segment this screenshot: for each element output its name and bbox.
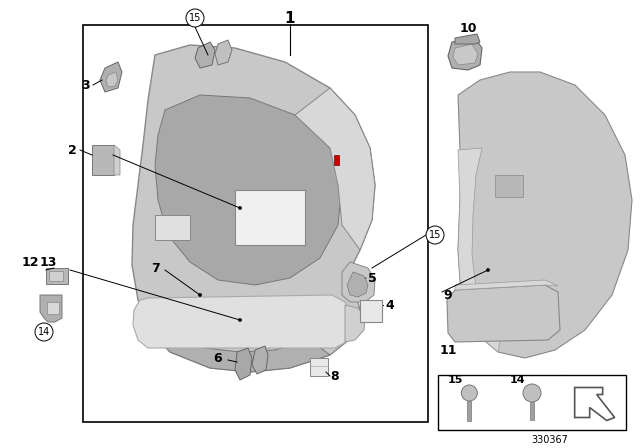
Polygon shape [453, 44, 478, 65]
Text: 10: 10 [460, 22, 477, 34]
Circle shape [461, 385, 477, 401]
Text: 14: 14 [510, 375, 525, 385]
Polygon shape [455, 34, 480, 44]
Text: 14: 14 [38, 327, 50, 337]
Bar [360, 300, 382, 322]
Bar [83, 25, 428, 422]
Polygon shape [345, 305, 365, 342]
Polygon shape [458, 72, 632, 358]
Text: 5: 5 [367, 271, 376, 284]
Circle shape [198, 293, 202, 297]
Polygon shape [252, 346, 268, 374]
Polygon shape [132, 45, 375, 372]
Text: 1: 1 [285, 10, 295, 26]
Bar [235, 190, 305, 245]
Polygon shape [235, 348, 252, 380]
Polygon shape [100, 62, 122, 92]
Text: 330367: 330367 [532, 435, 568, 445]
Text: 12: 12 [21, 255, 39, 268]
Polygon shape [195, 42, 215, 68]
Bar [334, 155, 339, 165]
Bar [495, 175, 523, 197]
Text: 2: 2 [68, 143, 76, 156]
Text: 4: 4 [386, 298, 394, 311]
Polygon shape [133, 295, 352, 348]
Bar [530, 402, 534, 420]
Bar [46, 268, 68, 284]
Bar [310, 358, 328, 376]
Bar [438, 375, 626, 430]
Text: 15: 15 [429, 230, 441, 240]
Polygon shape [215, 40, 232, 65]
Polygon shape [448, 38, 482, 70]
Polygon shape [347, 272, 368, 297]
Polygon shape [40, 295, 62, 322]
Bar [47, 302, 59, 314]
Text: 3: 3 [81, 78, 90, 91]
Circle shape [239, 207, 241, 210]
Bar [467, 401, 471, 421]
Text: 13: 13 [39, 255, 57, 268]
Text: 11: 11 [439, 344, 457, 357]
Bar [155, 215, 190, 240]
Polygon shape [150, 318, 330, 372]
Text: 7: 7 [150, 262, 159, 275]
Polygon shape [295, 88, 375, 250]
Circle shape [426, 226, 444, 244]
Polygon shape [455, 280, 558, 290]
Text: 8: 8 [331, 370, 339, 383]
Polygon shape [447, 285, 560, 342]
Circle shape [186, 9, 204, 27]
Bar [92, 145, 114, 175]
Circle shape [35, 323, 53, 341]
Circle shape [523, 384, 541, 402]
Bar [49, 271, 63, 281]
Text: 9: 9 [444, 289, 452, 302]
Circle shape [239, 319, 241, 322]
Text: 6: 6 [214, 352, 222, 365]
Polygon shape [106, 72, 118, 87]
Polygon shape [458, 148, 500, 352]
Text: 15: 15 [447, 375, 463, 385]
Polygon shape [155, 95, 342, 285]
Polygon shape [114, 145, 120, 175]
Text: 15: 15 [189, 13, 201, 23]
Circle shape [486, 268, 490, 271]
Polygon shape [342, 262, 375, 302]
